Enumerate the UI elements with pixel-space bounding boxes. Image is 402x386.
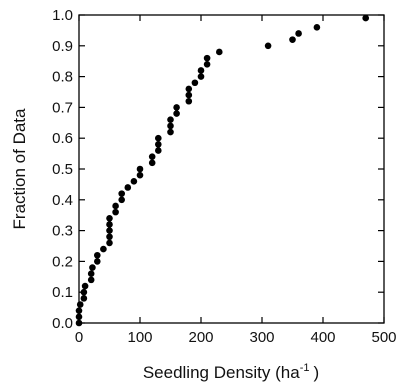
data-point bbox=[185, 85, 193, 93]
x-tick-label: 500 bbox=[371, 329, 396, 346]
data-point bbox=[295, 30, 302, 37]
x-tick-label: 200 bbox=[188, 329, 213, 346]
data-point bbox=[264, 42, 272, 50]
data-point bbox=[191, 79, 199, 87]
y-tick-label: 0.4 bbox=[52, 192, 73, 209]
y-tick-label: 0.7 bbox=[52, 99, 73, 116]
data-point bbox=[362, 14, 370, 22]
data-point bbox=[289, 36, 296, 43]
data-point bbox=[167, 122, 174, 130]
y-tick-label: 0.8 bbox=[52, 69, 73, 86]
x-tick-label: 0 bbox=[75, 329, 83, 346]
data-point bbox=[94, 251, 101, 259]
data-point bbox=[80, 288, 88, 296]
data-point bbox=[197, 73, 205, 80]
y-tick-label: 0.0 bbox=[52, 315, 73, 332]
y-axis-label: Fraction of Data bbox=[10, 108, 29, 229]
data-point bbox=[173, 110, 180, 117]
data-point bbox=[136, 165, 144, 173]
data-point bbox=[89, 264, 96, 271]
data-point bbox=[94, 258, 101, 265]
data-point bbox=[313, 24, 321, 31]
data-point bbox=[112, 202, 119, 210]
x-tick-label: 100 bbox=[127, 329, 152, 346]
y-tick-label: 0.1 bbox=[52, 284, 73, 301]
data-point bbox=[75, 307, 83, 314]
x-axis-label-close: ) bbox=[313, 363, 319, 382]
data-point bbox=[197, 67, 205, 74]
data-point bbox=[155, 134, 162, 142]
data-point bbox=[148, 153, 156, 160]
data-point bbox=[112, 208, 119, 216]
data-point bbox=[185, 97, 193, 105]
data-point bbox=[216, 48, 223, 56]
axis-tick-labels: 0 100 200 300 400 500 0.0 0.1 0.2 0.3 0.4 0.5 0.6 0.7… bbox=[52, 7, 396, 346]
y-tick-label: 0.2 bbox=[52, 253, 73, 270]
data-point bbox=[118, 190, 125, 197]
data-point bbox=[87, 270, 95, 278]
y-tick-label: 0.9 bbox=[52, 38, 73, 55]
data-point bbox=[106, 233, 113, 241]
data-point bbox=[148, 159, 156, 167]
data-point bbox=[167, 116, 174, 124]
data-points bbox=[75, 14, 370, 327]
data-point bbox=[100, 245, 107, 253]
data-point bbox=[87, 276, 95, 284]
data-point bbox=[130, 178, 138, 185]
x-tick-label: 400 bbox=[310, 329, 335, 346]
x-tick-label: 300 bbox=[249, 329, 274, 346]
data-point bbox=[185, 91, 193, 99]
y-tick-label: 0.3 bbox=[52, 223, 73, 240]
data-point bbox=[106, 214, 113, 222]
data-point bbox=[155, 147, 162, 154]
data-point bbox=[136, 171, 144, 179]
data-point bbox=[106, 221, 113, 228]
data-point bbox=[80, 295, 88, 302]
data-point bbox=[106, 239, 113, 247]
data-point bbox=[173, 104, 180, 111]
axis-ticks bbox=[78, 14, 385, 324]
data-point bbox=[81, 282, 89, 290]
data-point bbox=[203, 60, 211, 68]
data-point bbox=[124, 184, 132, 191]
data-point bbox=[203, 54, 211, 62]
data-point bbox=[106, 227, 113, 234]
data-point bbox=[167, 128, 174, 136]
x-axis-label-text: Seedling Density (ha bbox=[143, 363, 300, 382]
data-point bbox=[118, 196, 125, 204]
y-tick-label: 1.0 bbox=[52, 7, 73, 24]
y-tick-label: 0.5 bbox=[52, 161, 73, 178]
data-point bbox=[75, 319, 83, 327]
x-axis-label-superscript: -1 bbox=[300, 362, 310, 374]
x-axis-label: Seedling Density (ha-1) bbox=[143, 362, 319, 382]
y-tick-label: 0.6 bbox=[52, 130, 73, 147]
data-point bbox=[155, 141, 162, 148]
data-point bbox=[75, 313, 83, 321]
data-point bbox=[76, 301, 84, 308]
plot-frame bbox=[78, 14, 385, 324]
